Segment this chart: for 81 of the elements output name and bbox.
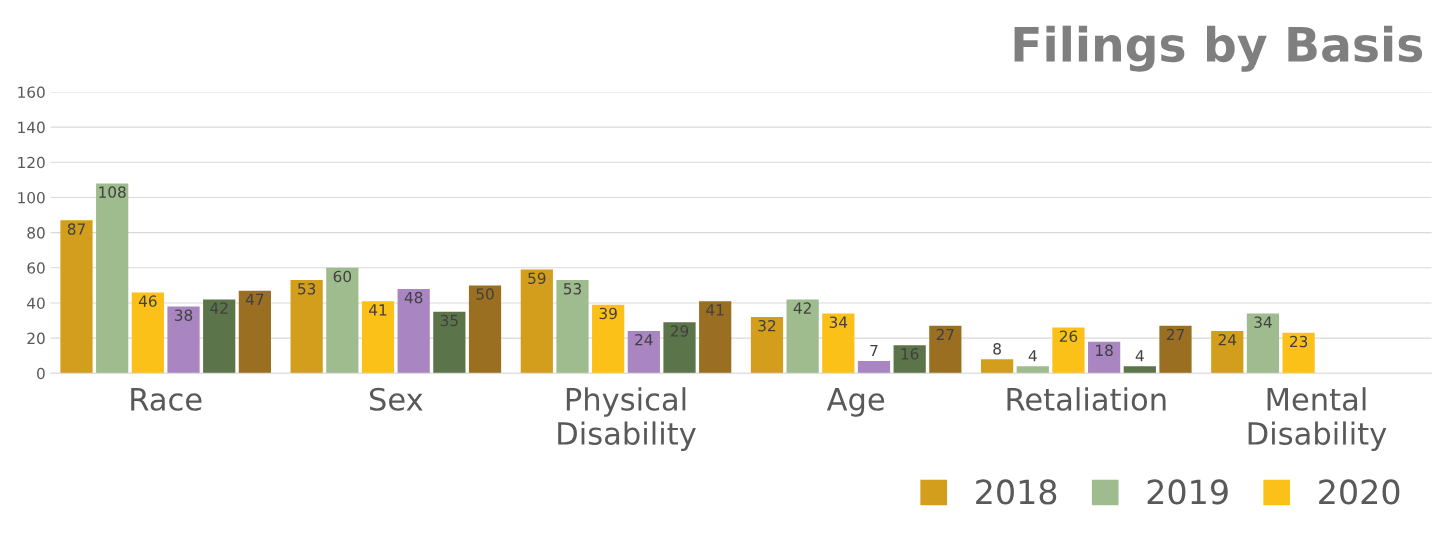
bar xyxy=(893,345,926,374)
bar xyxy=(167,306,200,374)
x-tick-label: Sex xyxy=(369,387,423,411)
bar xyxy=(1052,327,1085,374)
bar xyxy=(857,360,891,374)
data-label: 47 xyxy=(245,293,264,305)
data-label: 87 xyxy=(67,223,85,235)
data-label: 48 xyxy=(404,291,423,304)
data-label: 50 xyxy=(476,288,494,300)
data-label: 27 xyxy=(1166,328,1184,341)
y-tick-label: 0 xyxy=(37,367,45,380)
bar xyxy=(326,267,359,374)
bar xyxy=(627,331,660,374)
x-tick-label: Mental Disability xyxy=(1248,387,1387,451)
bar xyxy=(822,313,855,374)
bar xyxy=(203,299,236,374)
bar xyxy=(592,304,625,374)
data-label: 23 xyxy=(1290,335,1308,348)
bar xyxy=(433,311,466,374)
bar xyxy=(131,292,164,374)
x-tick-label: Retaliation xyxy=(1007,387,1166,411)
y-tick-label: 60 xyxy=(27,262,45,274)
data-label: 18 xyxy=(1096,344,1113,357)
data-label: 59 xyxy=(528,272,546,285)
data-label: 34 xyxy=(1254,316,1272,328)
data-label: 4 xyxy=(1135,350,1144,362)
data-label: 108 xyxy=(99,186,126,198)
y-tick-label: 120 xyxy=(18,156,45,169)
data-label: 41 xyxy=(706,304,724,316)
bar xyxy=(1123,366,1156,374)
legend-label: 2020 xyxy=(1319,479,1400,505)
data-label: 24 xyxy=(1218,334,1237,346)
data-label: 26 xyxy=(1059,330,1078,343)
chart-title: Filings by Basis xyxy=(1014,25,1423,72)
x-tick-label: Physical Disability xyxy=(558,387,696,451)
bar xyxy=(1246,313,1280,374)
data-label: 41 xyxy=(369,304,387,316)
data-label: 46 xyxy=(138,295,157,307)
y-tick-label: 40 xyxy=(27,297,45,309)
bar xyxy=(290,280,323,374)
data-label: 42 xyxy=(793,302,811,314)
y-tick-label: 20 xyxy=(27,332,45,345)
bar xyxy=(1211,331,1244,374)
bar xyxy=(468,285,502,374)
data-label: 27 xyxy=(936,328,954,341)
data-label: 7 xyxy=(870,344,878,357)
y-tick-label: 160 xyxy=(18,86,45,98)
legend-label: 2018 xyxy=(976,479,1057,505)
x-tick-label: Race xyxy=(131,388,202,411)
bar xyxy=(60,220,93,374)
data-label: 32 xyxy=(758,319,776,332)
x-tick-label: Age xyxy=(826,388,885,417)
bar xyxy=(361,301,395,374)
bar xyxy=(1016,366,1049,374)
data-label: 60 xyxy=(333,270,352,283)
bar xyxy=(929,325,962,374)
y-tick-label: 80 xyxy=(27,227,45,239)
bar xyxy=(786,299,819,374)
data-label: 39 xyxy=(599,307,617,320)
bar xyxy=(1282,332,1315,374)
bar xyxy=(699,301,732,374)
bar xyxy=(556,280,589,374)
bar xyxy=(750,317,784,374)
bar xyxy=(1159,325,1192,374)
bar xyxy=(1088,341,1121,374)
bar xyxy=(96,183,129,374)
data-label: 53 xyxy=(563,283,581,295)
y-tick-label: 140 xyxy=(18,121,45,134)
data-label: 4 xyxy=(1028,350,1037,362)
bar xyxy=(397,288,430,374)
bar xyxy=(520,269,553,374)
data-label: 38 xyxy=(174,309,193,321)
bar xyxy=(238,290,271,374)
data-label: 53 xyxy=(298,283,316,295)
bar xyxy=(981,359,1014,374)
bar xyxy=(663,322,696,374)
y-tick-label: 100 xyxy=(18,191,45,204)
legend-label: 2019 xyxy=(1147,479,1228,505)
data-label: 34 xyxy=(829,316,848,328)
data-label: 8 xyxy=(993,342,1001,355)
data-label: 24 xyxy=(635,334,653,346)
